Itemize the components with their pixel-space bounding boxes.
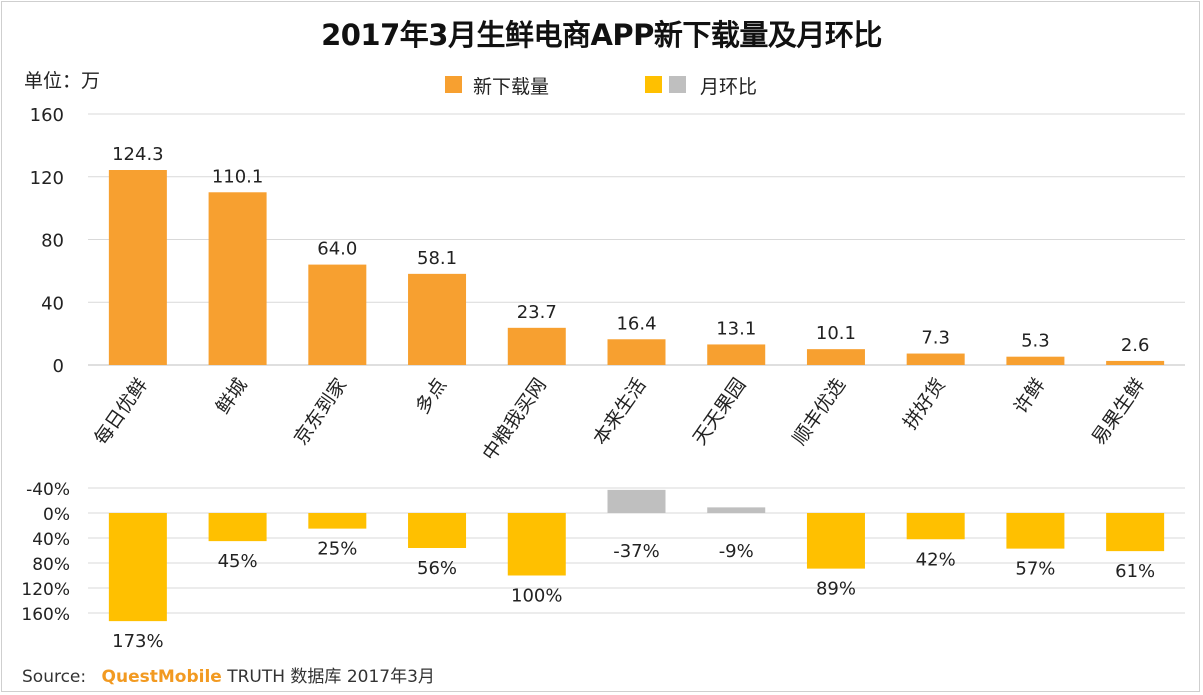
category-label: 易果生鲜 <box>1088 374 1150 449</box>
downloads-bar <box>507 327 566 365</box>
legend-label-mom: 月环比 <box>700 76 758 98</box>
category-label: 鲜城 <box>212 374 252 418</box>
bottom-y-tick-label: 40% <box>32 530 70 550</box>
category-label: 京东到家 <box>290 374 352 449</box>
downloads-bar <box>208 192 267 365</box>
downloads-value-label: 23.7 <box>517 302 557 323</box>
mom-value-label: 173% <box>112 631 163 652</box>
chart-title: 2017年3月生鲜电商APP新下载量及月环比 <box>321 18 882 52</box>
mom-value-label: 56% <box>417 558 457 579</box>
top-y-tick-label: 40 <box>41 293 64 314</box>
downloads-value-label: 2.6 <box>1121 335 1150 356</box>
downloads-bar <box>308 264 367 365</box>
bottom-y-tick-label: 160% <box>21 605 70 625</box>
mom-bar <box>806 513 865 569</box>
mom-value-label: 57% <box>1015 559 1055 580</box>
downloads-bar <box>408 273 467 365</box>
downloads-value-label: 7.3 <box>921 328 950 349</box>
unit-label: 单位：万 <box>24 70 101 92</box>
mom-value-label: -37% <box>613 541 660 562</box>
category-label: 天天果园 <box>689 374 751 449</box>
category-label: 多点 <box>411 374 451 418</box>
downloads-bar <box>707 344 766 365</box>
downloads-value-label: 10.1 <box>816 323 856 344</box>
downloads-bar <box>607 339 666 365</box>
downloads-bar <box>906 353 965 365</box>
mom-bar <box>108 513 167 622</box>
mom-value-label: 61% <box>1115 561 1155 582</box>
downloads-value-label: 5.3 <box>1021 331 1050 352</box>
source-line: Source: QuestMobile TRUTH 数据库 2017年3月 <box>22 662 435 687</box>
legend-swatch-mom-negative <box>669 76 686 93</box>
bottom-y-tick-label: 0% <box>43 505 70 525</box>
mom-bar <box>507 513 566 576</box>
downloads-bar <box>1006 356 1065 365</box>
downloads-value-label: 16.4 <box>616 313 656 334</box>
legend-label-downloads: 新下载量 <box>473 76 550 98</box>
mom-value-label: 89% <box>816 579 856 600</box>
downloads-bar <box>1106 360 1165 365</box>
downloads-bar <box>108 170 167 365</box>
category-label: 许鲜 <box>1010 374 1050 418</box>
mom-value-label: 25% <box>317 539 357 560</box>
bottom-y-tick-label: 80% <box>32 555 70 575</box>
source-text: TRUTH 数据库 2017年3月 <box>227 667 435 687</box>
downloads-value-label: 58.1 <box>417 248 457 269</box>
top-y-tick-label: 80 <box>41 231 64 252</box>
category-label: 顺丰优选 <box>788 374 850 449</box>
category-label: 拼好货 <box>899 374 950 433</box>
downloads-value-label: 64.0 <box>317 239 357 260</box>
source-brand: QuestMobile <box>101 667 222 687</box>
downloads-bar <box>806 349 865 365</box>
top-y-tick-label: 0 <box>53 356 64 377</box>
mom-value-label: 100% <box>511 586 562 607</box>
source-label: Source: <box>22 667 87 687</box>
category-label: 本来生活 <box>589 374 651 449</box>
mom-bar <box>906 513 965 540</box>
mom-bar <box>408 513 467 548</box>
mom-value-label: -9% <box>719 541 754 562</box>
bottom-y-tick-label: -40% <box>26 480 70 500</box>
downloads-value-label: 110.1 <box>212 166 264 187</box>
mom-bar <box>607 489 666 513</box>
downloads-value-label: 124.3 <box>112 144 164 165</box>
mom-value-label: 42% <box>916 549 956 570</box>
mom-value-label: 45% <box>218 551 258 572</box>
mom-bar <box>707 507 766 513</box>
mom-bar <box>308 513 367 529</box>
category-label: 每日优鲜 <box>90 374 152 449</box>
mom-bar <box>208 513 267 542</box>
mom-bar <box>1006 513 1065 549</box>
downloads-value-label: 13.1 <box>716 318 756 339</box>
top-y-tick-label: 120 <box>30 168 64 189</box>
top-y-tick-label: 160 <box>30 105 64 126</box>
mom-bar <box>1106 513 1165 552</box>
category-label: 中粮我买网 <box>478 374 551 464</box>
bottom-y-tick-label: 120% <box>21 580 70 600</box>
legend-swatch-downloads <box>445 76 462 93</box>
legend-swatch-mom-positive <box>645 76 662 93</box>
